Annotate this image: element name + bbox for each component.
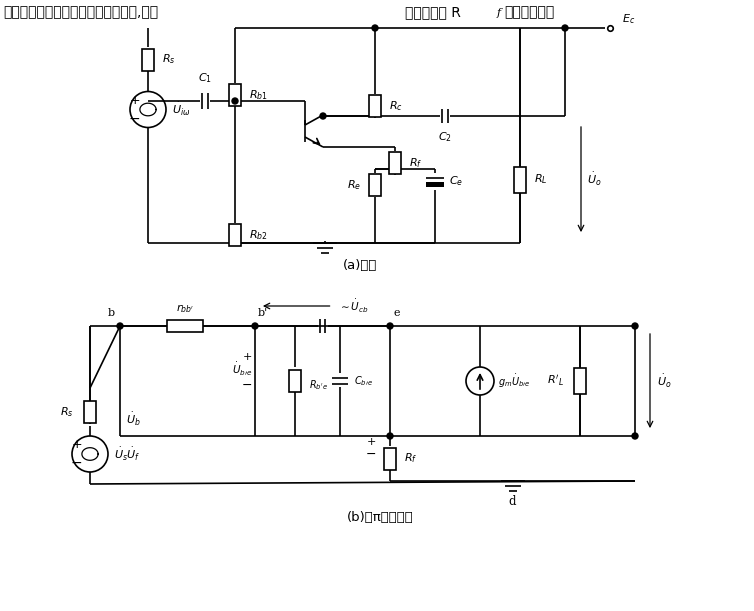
Text: $\dot{U}_b$: $\dot{U}_b$ <box>126 411 141 428</box>
Circle shape <box>252 323 258 329</box>
Text: $R_e$: $R_e$ <box>347 178 361 192</box>
Text: −: − <box>241 378 252 392</box>
Text: $r_{bb'}$: $r_{bb'}$ <box>176 302 195 315</box>
Circle shape <box>387 433 393 439</box>
Text: f: f <box>497 8 501 18</box>
Circle shape <box>372 25 378 31</box>
Circle shape <box>117 323 123 329</box>
Text: (a)电路: (a)电路 <box>343 259 377 272</box>
Bar <box>426 181 444 186</box>
Bar <box>142 48 154 70</box>
Text: $R_s$: $R_s$ <box>162 53 176 67</box>
Bar <box>229 224 241 246</box>
Text: b: b <box>108 308 115 318</box>
Bar <box>289 370 301 392</box>
Bar <box>369 95 381 117</box>
Text: +: + <box>130 94 140 107</box>
Text: 所示。图中 R: 所示。图中 R <box>405 5 461 19</box>
Text: +: + <box>243 352 252 362</box>
Bar <box>229 84 241 106</box>
Text: $\sim\dot{U}_{cb}$: $\sim\dot{U}_{cb}$ <box>338 298 368 315</box>
Text: $\dot{U}_f$: $\dot{U}_f$ <box>126 445 140 463</box>
Text: $\dot{U}_s$: $\dot{U}_s$ <box>114 445 128 463</box>
Text: $E_c$: $E_c$ <box>622 12 635 26</box>
Text: $R_f$: $R_f$ <box>404 452 418 466</box>
Circle shape <box>562 25 568 31</box>
Text: $C_2$: $C_2$ <box>438 130 452 144</box>
Bar <box>84 401 96 423</box>
Text: b': b' <box>258 308 268 318</box>
Text: e: e <box>393 308 400 318</box>
Text: d: d <box>509 495 516 508</box>
Bar <box>369 174 381 196</box>
Bar <box>167 320 203 332</box>
Text: $\dot{U}_{i\omega}$: $\dot{U}_{i\omega}$ <box>172 101 191 118</box>
Text: $R_f$: $R_f$ <box>409 156 422 170</box>
Text: $\dot{U}_o$: $\dot{U}_o$ <box>657 373 672 390</box>
Circle shape <box>632 433 638 439</box>
Text: $C_1$: $C_1$ <box>198 71 212 85</box>
Circle shape <box>320 113 326 119</box>
Text: (b)混π等效电路: (b)混π等效电路 <box>347 511 413 524</box>
Bar <box>384 447 396 469</box>
Text: $C_e$: $C_e$ <box>449 174 463 188</box>
Text: −: − <box>366 448 376 461</box>
Text: $\dot{U}_{b\prime e}$: $\dot{U}_{b\prime e}$ <box>231 360 252 378</box>
Text: $R_{b1}$: $R_{b1}$ <box>249 88 268 102</box>
Text: 发射极接一纯电阻的串联负反馈电路,如图: 发射极接一纯电阻的串联负反馈电路,如图 <box>3 5 158 19</box>
Text: −: − <box>128 111 140 125</box>
Text: $R_L$: $R_L$ <box>534 172 547 186</box>
Circle shape <box>232 98 238 104</box>
Text: −: − <box>70 456 82 470</box>
Text: $\dot{U}_o$: $\dot{U}_o$ <box>587 171 602 188</box>
Text: $R_c$: $R_c$ <box>389 99 403 113</box>
Bar <box>574 368 586 394</box>
Text: 为反馈电阻。: 为反馈电阻。 <box>504 5 554 19</box>
Bar <box>389 152 401 174</box>
Text: $C_{b\prime e}$: $C_{b\prime e}$ <box>354 374 373 388</box>
Text: $R_{b2}$: $R_{b2}$ <box>249 228 268 242</box>
Circle shape <box>387 323 393 329</box>
Text: $R_{b'e}$: $R_{b'e}$ <box>309 378 328 392</box>
Bar <box>514 167 526 192</box>
Text: $R_s$: $R_s$ <box>60 405 74 419</box>
Text: $R'_L$: $R'_L$ <box>547 373 564 389</box>
Text: +: + <box>72 439 82 452</box>
Text: +: + <box>366 437 376 447</box>
Circle shape <box>632 323 638 329</box>
Text: $g_m\dot{U}_{b\prime e}$: $g_m\dot{U}_{b\prime e}$ <box>498 373 531 390</box>
